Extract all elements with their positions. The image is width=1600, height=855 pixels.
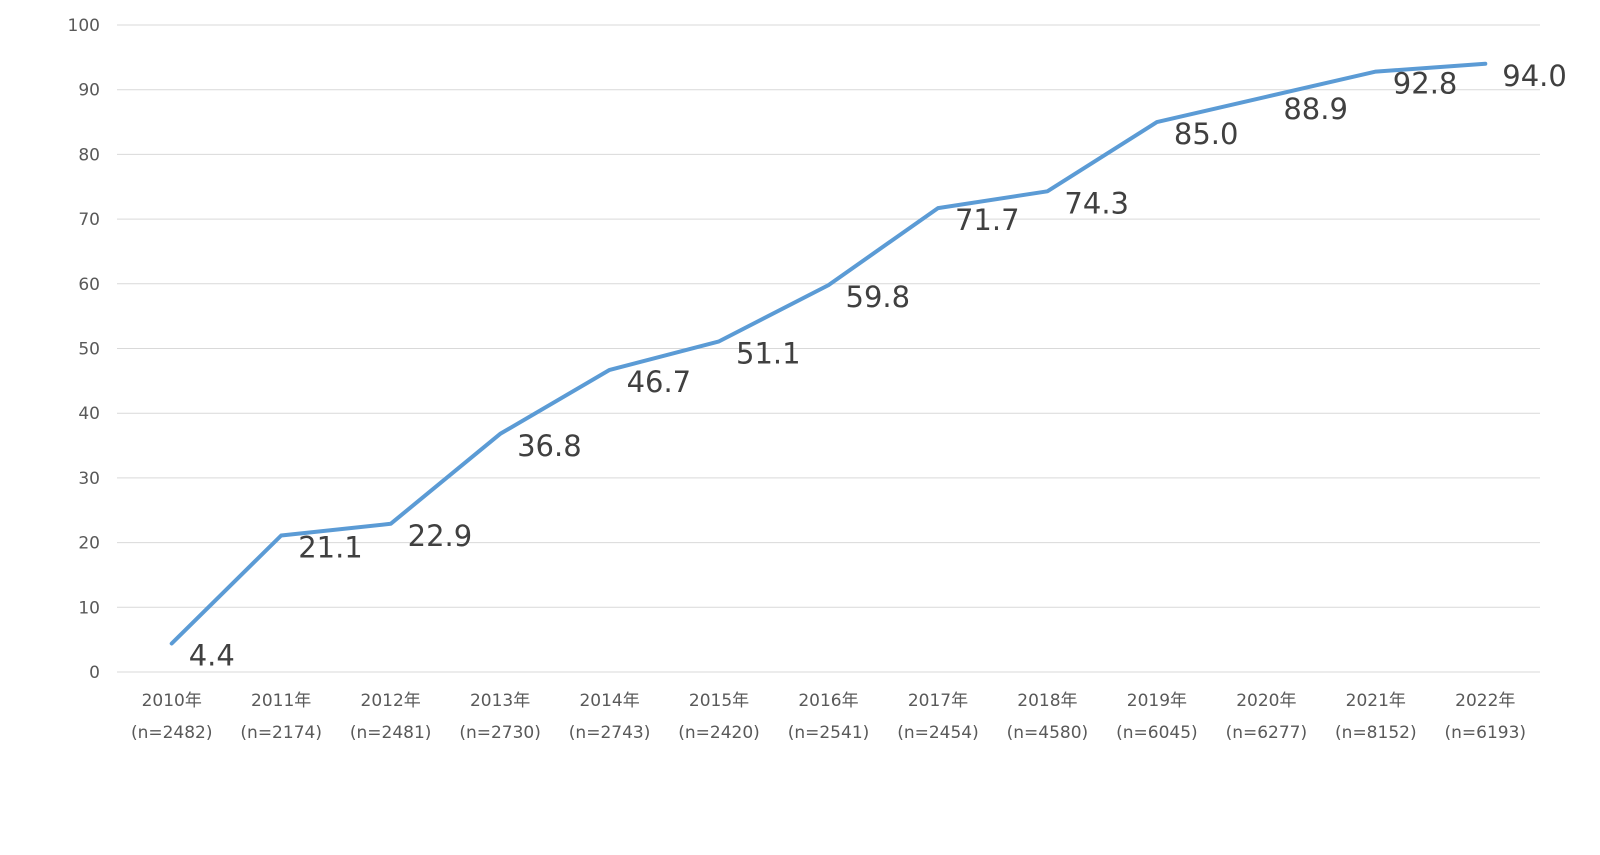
x-tick-label-year: 2021年 xyxy=(1346,691,1406,711)
x-tick-label-year: 2015年 xyxy=(689,691,749,711)
data-label: 71.7 xyxy=(955,203,1020,237)
x-tick-label-year: 2018年 xyxy=(1017,691,1077,711)
x-tick-label-year: 2010年 xyxy=(142,691,202,711)
y-tick-label: 80 xyxy=(78,145,100,165)
x-tick-label-year: 2019年 xyxy=(1127,691,1187,711)
y-tick-label: 50 xyxy=(78,340,100,360)
x-tick-label-n: (n=2454) xyxy=(897,723,979,743)
x-tick-label-n: (n=2482) xyxy=(131,723,213,743)
x-tick-label-year: 2017年 xyxy=(908,691,968,711)
y-tick-label: 40 xyxy=(78,404,100,424)
x-tick-label-year: 2014年 xyxy=(579,691,639,711)
x-tick-label-n: (n=2481) xyxy=(350,723,432,743)
data-labels: 4.4 21.1 22.9 36.8 46.7 51.1 59.8 71.7 74.3 85.0 8… xyxy=(189,59,1567,673)
y-axis: 0 10 20 30 40 50 60 70 80 90 100 xyxy=(68,16,100,683)
y-tick-label: 100 xyxy=(68,16,100,36)
data-label: 85.0 xyxy=(1174,117,1239,151)
y-tick-label: 30 xyxy=(78,469,100,489)
x-tick-label-year: 2022年 xyxy=(1455,691,1515,711)
series-line xyxy=(169,61,1488,646)
data-label: 59.8 xyxy=(846,280,911,314)
y-tick-label: 20 xyxy=(78,534,100,554)
data-label: 92.8 xyxy=(1393,67,1458,101)
x-tick-label-year: 2020年 xyxy=(1236,691,1296,711)
data-label: 4.4 xyxy=(189,639,235,673)
x-tick-label-n: (n=2420) xyxy=(678,723,760,743)
x-tick-label-n: (n=2174) xyxy=(240,723,322,743)
x-axis: 2010年 (n=2482) 2011年 (n=2174) 2012年 (n=2481) 2… xyxy=(131,691,1526,743)
x-tick-label-year: 2012年 xyxy=(361,691,421,711)
data-label: 21.1 xyxy=(298,530,363,564)
x-tick-label-year: 2013年 xyxy=(470,691,530,711)
data-label: 51.1 xyxy=(736,336,801,370)
data-label: 22.9 xyxy=(408,519,473,553)
data-label: 74.3 xyxy=(1064,186,1129,220)
data-label: 94.0 xyxy=(1502,59,1567,93)
y-tick-label: 0 xyxy=(89,663,100,683)
series-layer xyxy=(169,61,1488,646)
data-label: 46.7 xyxy=(627,365,692,399)
x-tick-label-n: (n=6277) xyxy=(1226,723,1308,743)
y-tick-label: 10 xyxy=(78,598,100,618)
x-tick-label-n: (n=6193) xyxy=(1444,723,1526,743)
x-tick-label-n: (n=8152) xyxy=(1335,723,1417,743)
x-tick-label-n: (n=6045) xyxy=(1116,723,1198,743)
y-tick-label: 70 xyxy=(78,210,100,230)
x-tick-label-n: (n=2743) xyxy=(569,723,651,743)
y-tick-label: 60 xyxy=(78,275,100,295)
x-tick-label-n: (n=4580) xyxy=(1007,723,1089,743)
x-tick-label-year: 2016年 xyxy=(798,691,858,711)
x-tick-label-n: (n=2541) xyxy=(788,723,870,743)
data-label: 88.9 xyxy=(1283,92,1348,126)
x-tick-label-year: 2011年 xyxy=(251,691,311,711)
data-label: 36.8 xyxy=(517,429,582,463)
x-tick-label-n: (n=2730) xyxy=(459,723,541,743)
y-tick-label: 90 xyxy=(78,81,100,101)
